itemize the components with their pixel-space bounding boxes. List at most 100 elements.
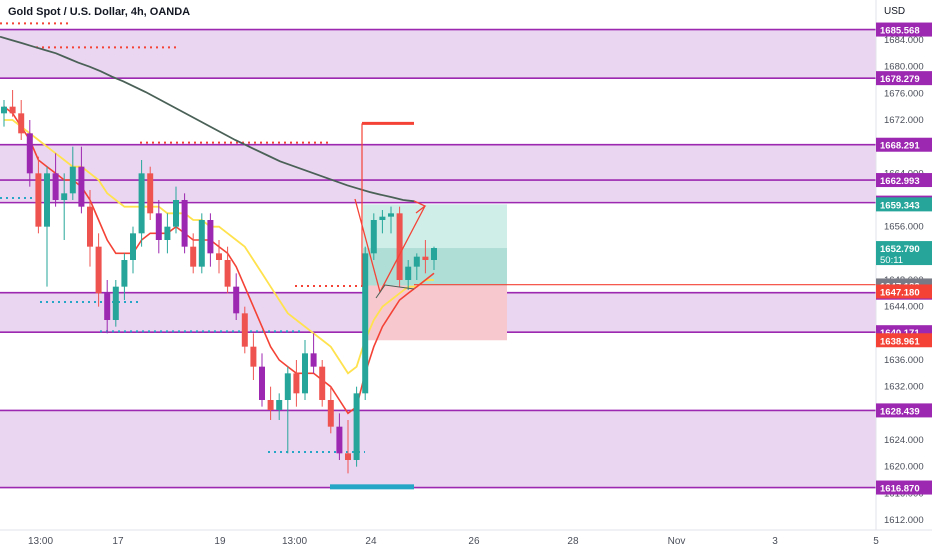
- time-axis-tick: 17: [112, 536, 124, 547]
- candle-body[interactable]: [216, 253, 222, 260]
- price-axis-tick: 1672.000: [884, 115, 924, 126]
- level-price-label: 1678.279: [880, 74, 920, 85]
- candle-body[interactable]: [18, 113, 25, 134]
- candle-body[interactable]: [78, 166, 85, 207]
- candle-body[interactable]: [87, 206, 93, 247]
- candle-body[interactable]: [319, 366, 326, 400]
- bar-countdown-label: 50:11: [880, 255, 903, 266]
- level-price-label-background: [876, 173, 932, 188]
- candle-body[interactable]: [284, 373, 291, 400]
- candle-body[interactable]: [310, 353, 317, 367]
- level-price-label: 1616.870: [880, 484, 920, 495]
- time-axis-tick: 28: [567, 536, 579, 547]
- candle-body[interactable]: [388, 213, 394, 217]
- level-price-label: 1685.568: [880, 26, 920, 37]
- time-axis-tick: 26: [468, 536, 480, 547]
- candle-body[interactable]: [379, 216, 386, 220]
- stop-price-label: 1638.961: [880, 336, 920, 347]
- candle-body[interactable]: [164, 226, 171, 240]
- candle-body[interactable]: [198, 220, 205, 267]
- candle-body[interactable]: [147, 173, 154, 214]
- symbol-title: Gold Spot / U.S. Dollar, 4h, OANDA: [8, 6, 191, 18]
- candle-body[interactable]: [413, 256, 420, 267]
- candle-body[interactable]: [69, 166, 76, 194]
- price-axis-tick: 1676.000: [884, 88, 924, 99]
- candle-body[interactable]: [259, 366, 265, 400]
- candle-body[interactable]: [104, 293, 111, 320]
- candle-body[interactable]: [121, 260, 128, 287]
- level-price-label-background: [876, 22, 932, 37]
- candle-body[interactable]: [35, 173, 42, 227]
- level-price-label: 1628.439: [880, 406, 920, 417]
- candle-body[interactable]: [1, 106, 7, 114]
- candle-body[interactable]: [9, 106, 16, 114]
- time-axis-tick: 5: [873, 536, 879, 547]
- candle-body[interactable]: [181, 200, 188, 247]
- candle-body[interactable]: [224, 260, 231, 287]
- price-axis-tick: 1644.000: [884, 302, 924, 313]
- projection-arrowhead: [413, 200, 427, 214]
- candle-body[interactable]: [130, 233, 136, 260]
- loss-zone[interactable]: [363, 285, 507, 341]
- stop-price-label-background: [876, 333, 932, 348]
- price-axis-tick: 1684.000: [884, 35, 924, 46]
- price-axis-background: [876, 0, 932, 550]
- candle-body[interactable]: [362, 253, 369, 394]
- candle-body[interactable]: [267, 400, 274, 410]
- candle-body[interactable]: [95, 246, 102, 294]
- price-axis-tick: 1636.000: [884, 355, 924, 366]
- candle-body[interactable]: [431, 248, 437, 260]
- candle-body[interactable]: [26, 133, 33, 174]
- candle-body[interactable]: [112, 286, 119, 320]
- price-axis-tick: 1620.000: [884, 462, 924, 473]
- level-price-label-background: [876, 71, 932, 86]
- target-price-label-background: [876, 197, 932, 212]
- candle-body[interactable]: [173, 200, 179, 227]
- entry-marker-label-background: [876, 284, 932, 299]
- currency-label: USD: [884, 6, 906, 17]
- candle-body[interactable]: [241, 313, 248, 347]
- candle-body[interactable]: [345, 453, 351, 460]
- candle-body[interactable]: [422, 256, 429, 260]
- price-axis-tick: 1632.000: [884, 382, 924, 393]
- time-axis-tick: 13:00: [28, 536, 53, 547]
- candle-body[interactable]: [353, 393, 360, 460]
- candle-body[interactable]: [250, 346, 257, 367]
- time-axis-tick: 13:00: [282, 536, 307, 547]
- candle-body[interactable]: [233, 286, 240, 314]
- level-price-label-background: [876, 480, 932, 495]
- long-moving-average-line: [0, 35, 415, 203]
- candle-body[interactable]: [190, 246, 197, 267]
- candle-body[interactable]: [276, 400, 283, 410]
- candle-body[interactable]: [336, 426, 343, 454]
- price-axis-tick: 1624.000: [884, 435, 924, 446]
- candle-body[interactable]: [138, 173, 145, 234]
- support-resistance-zone: [0, 410, 876, 488]
- level-price-label: 1662.993: [880, 176, 920, 187]
- channel-line: [375, 284, 415, 299]
- candle-body[interactable]: [293, 373, 300, 394]
- level-price-label-background: [876, 137, 932, 152]
- candle-body[interactable]: [52, 173, 59, 200]
- level-price-label-background: [876, 403, 932, 418]
- cyan-level-marker: [330, 484, 414, 490]
- candle-body[interactable]: [370, 220, 377, 254]
- price-axis-tick: 1680.000: [884, 62, 924, 73]
- candle-body[interactable]: [327, 400, 334, 427]
- time-axis-tick: 19: [214, 536, 226, 547]
- candle-body[interactable]: [207, 220, 214, 254]
- price-axis-tick: 1612.000: [884, 515, 924, 526]
- support-resistance-zone: [0, 29, 876, 79]
- candle-body[interactable]: [405, 266, 412, 280]
- time-axis-tick: Nov: [668, 536, 686, 547]
- target-price-label: 1659.343: [880, 200, 920, 211]
- candle-body[interactable]: [155, 213, 162, 240]
- candle-body[interactable]: [302, 353, 308, 394]
- time-axis-tick: 24: [365, 536, 377, 547]
- last-price-label: 1652.790: [880, 244, 920, 255]
- candle-body[interactable]: [44, 173, 50, 227]
- candle-body[interactable]: [396, 213, 403, 280]
- candle-body[interactable]: [61, 193, 68, 200]
